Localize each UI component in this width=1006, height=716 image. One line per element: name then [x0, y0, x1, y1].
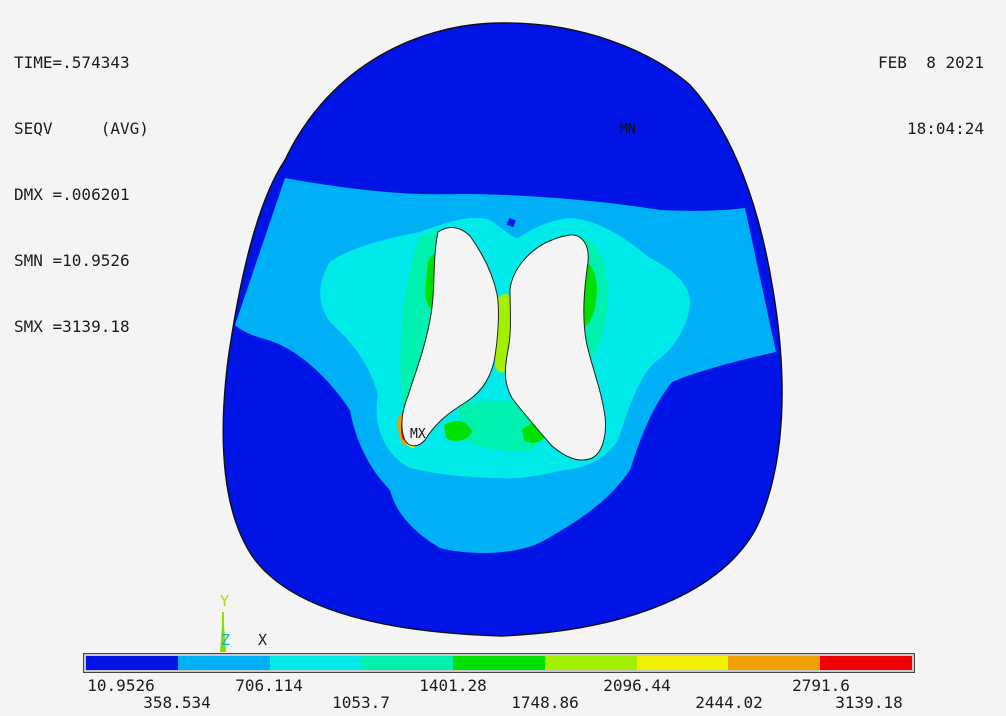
- min-marker-label: MN: [620, 122, 636, 137]
- contour-bands: [223, 22, 783, 637]
- legend-value-6: 1748.86: [511, 693, 579, 712]
- legend-swatch-9: [820, 656, 913, 670]
- triad-z-label: Z: [221, 631, 230, 649]
- legend-value-10: 3139.18: [835, 693, 903, 712]
- legend-value-7: 2096.44: [603, 676, 671, 695]
- max-marker-label: MX: [410, 427, 426, 442]
- legend-value-1: 10.9526: [87, 676, 155, 695]
- triad-x-label: X: [258, 631, 267, 649]
- coordinate-triad: Y Z X: [220, 592, 267, 652]
- legend-swatch-4: [361, 656, 454, 670]
- left-hole: [401, 227, 499, 447]
- legend-swatch-8: [728, 656, 821, 670]
- legend-swatch-7: [636, 656, 729, 670]
- triad-y-label: Y: [220, 592, 229, 610]
- legend-value-9: 2791.6: [792, 676, 850, 695]
- smn-readout: SMN =10.9526: [14, 251, 130, 270]
- contour-band-5c: [444, 420, 472, 441]
- legend-swatch-6: [544, 656, 637, 670]
- legend-swatch-2: [177, 656, 270, 670]
- legend-color-bar: [83, 653, 915, 673]
- smx-readout: SMX =3139.18: [14, 317, 130, 336]
- legend-swatch-3: [269, 656, 362, 670]
- time-readout: TIME=.574343: [14, 53, 130, 72]
- legend-value-2: 358.534: [143, 693, 211, 712]
- right-hole: [504, 234, 606, 461]
- body-outline: [222, 22, 783, 637]
- legend-swatch-5: [453, 656, 545, 670]
- legend-swatch-1: [86, 656, 178, 670]
- legend-value-8: 2444.02: [695, 693, 763, 712]
- legend-value-3: 706.114: [235, 676, 303, 695]
- result-type-readout: SEQV (AVG): [14, 119, 149, 138]
- result-info-block: TIME=.574343 SEQV (AVG) DMX =.006201 SMN…: [14, 8, 149, 360]
- date-time-stamp: FEB 8 2021 18:04:24: [878, 8, 984, 162]
- legend-value-5: 1401.28: [419, 676, 487, 695]
- triad-y-arrow: [220, 612, 226, 652]
- date-readout: FEB 8 2021: [878, 53, 984, 72]
- legend-value-4: 1053.7: [332, 693, 390, 712]
- dmx-readout: DMX =.006201: [14, 185, 130, 204]
- contour-band-1-spot: [506, 218, 516, 228]
- clock-readout: 18:04:24: [906, 119, 984, 138]
